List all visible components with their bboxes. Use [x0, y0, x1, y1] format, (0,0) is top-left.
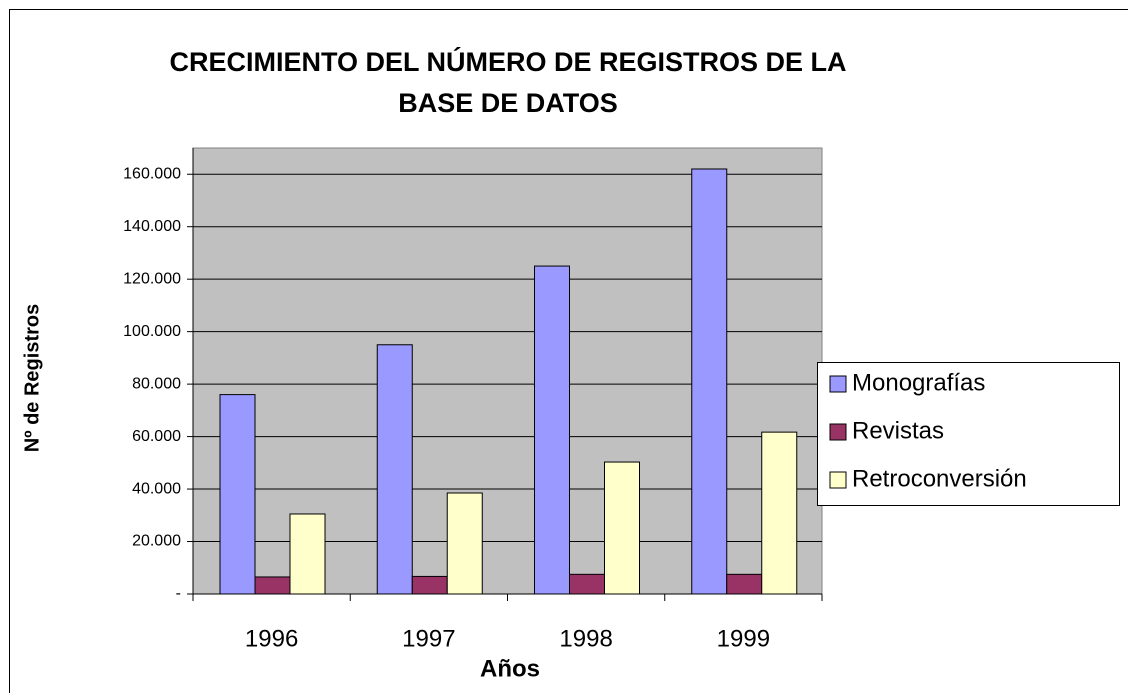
bar: [289, 513, 326, 595]
legend-swatch: [829, 375, 847, 393]
x-tick-label: 1998: [559, 625, 612, 652]
legend-label: Retroconversión: [852, 465, 1027, 492]
legend-box: [817, 362, 1120, 506]
x-tick-label: 1999: [717, 625, 770, 652]
plot-area: [192, 147, 823, 595]
bar: [691, 168, 728, 595]
bar: [219, 394, 256, 595]
legend-label: Revistas: [852, 417, 944, 444]
legend-label: Monografías: [852, 369, 985, 396]
y-tick-label: -: [176, 585, 181, 602]
bar: [534, 265, 570, 595]
y-tick-label: 60.000: [132, 428, 181, 445]
x-tick-label: 1996: [245, 625, 298, 652]
y-tick-label: 120.000: [123, 270, 181, 287]
bar: [761, 431, 798, 595]
x-tick-label: 1997: [402, 625, 455, 652]
y-axis-label: Nº de Registros: [21, 304, 43, 452]
y-tick-label: 80.000: [132, 375, 181, 392]
chart-title: BASE DE DATOS: [398, 88, 618, 118]
y-tick-label: 160.000: [123, 165, 181, 182]
legend-swatch: [829, 471, 847, 489]
bar: [411, 575, 448, 595]
y-tick-label: 20.000: [132, 533, 181, 550]
x-axis-label: Años: [480, 655, 540, 682]
legend-swatch: [829, 423, 847, 441]
y-tick-label: 100.000: [123, 323, 181, 340]
bar: [376, 344, 413, 595]
y-tick-label: 40.000: [132, 480, 181, 497]
y-tick-label: 140.000: [123, 218, 181, 235]
bar: [569, 573, 605, 595]
bar: [604, 461, 640, 595]
chart-title: CRECIMIENTO DEL NÚMERO DE REGISTROS DE L…: [169, 46, 846, 77]
bar: [726, 573, 763, 595]
bar: [446, 492, 483, 595]
bar: [254, 576, 291, 595]
